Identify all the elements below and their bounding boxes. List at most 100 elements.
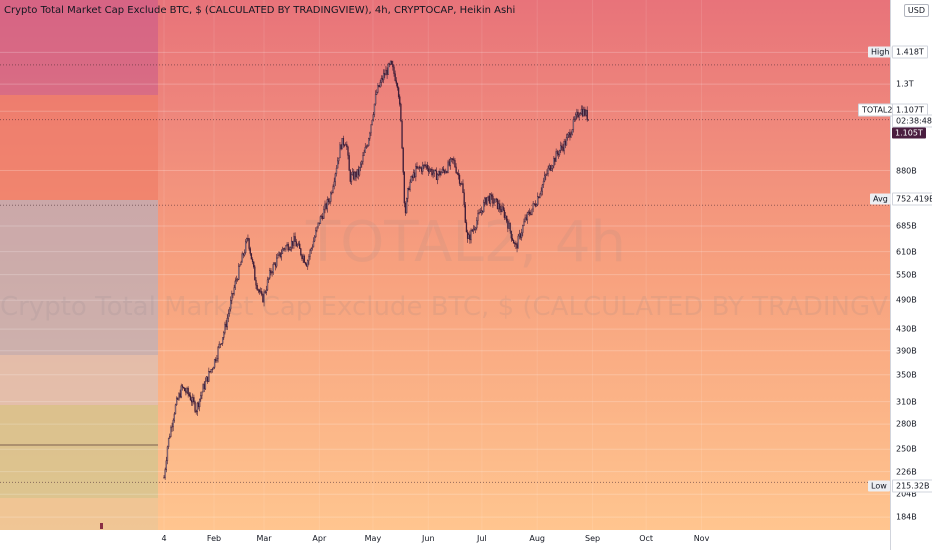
candle-body (216, 358, 218, 362)
candle-body (166, 446, 169, 461)
candle-body (312, 240, 315, 248)
candle-body (346, 144, 348, 148)
candle-body (211, 368, 213, 370)
chart-title: Crypto Total Market Cap Exclude BTC, $ (… (4, 5, 516, 16)
candle-body (450, 158, 453, 160)
candle-body (210, 369, 212, 373)
candle-body (567, 134, 569, 138)
candle-body (439, 170, 441, 176)
volume-profile-zones (0, 0, 158, 530)
candle-body (364, 147, 366, 153)
candle-body (587, 119, 590, 121)
candle-body (425, 164, 427, 167)
candle-body (208, 371, 210, 382)
candle-body (492, 195, 494, 204)
candle-body (432, 173, 434, 176)
candle-body (541, 184, 544, 192)
candle-body (355, 172, 357, 178)
candle-body (374, 94, 377, 105)
price-axis[interactable]: USD (890, 0, 932, 550)
candle-body (373, 103, 376, 115)
candle-body (231, 293, 233, 301)
avg-marker-label: Avg (870, 193, 891, 205)
y-tick-label: 685B (896, 221, 917, 231)
candle-body (456, 172, 458, 174)
candle-body (186, 387, 188, 393)
candle-body (194, 401, 196, 412)
candle-body (314, 236, 316, 242)
candle-body (498, 203, 500, 209)
candle-body (537, 196, 539, 205)
candle-body (585, 109, 587, 116)
profile-zone (0, 95, 158, 200)
candle-body (417, 166, 419, 169)
candle-body (257, 289, 259, 291)
candle-body (562, 147, 564, 151)
candle-body (318, 222, 320, 224)
profile-zone (0, 0, 158, 95)
candle-body (391, 60, 393, 65)
candle-body (293, 236, 295, 246)
candle-body (448, 161, 450, 166)
candle-body (207, 376, 209, 382)
candle-body (307, 260, 309, 267)
candle-body (557, 153, 560, 155)
candle-body (170, 427, 172, 437)
candle-body (479, 212, 481, 214)
candle-body (262, 294, 264, 303)
candle-body (553, 158, 555, 167)
candle-body (180, 385, 182, 398)
last-price-symbol: TOTAL2 (858, 103, 897, 117)
y-tick-label: 880B (896, 166, 917, 175)
time-axis[interactable] (0, 530, 890, 550)
candle-body (515, 242, 517, 245)
candle-body (254, 266, 256, 281)
y-tick-label: 184B (896, 512, 917, 522)
candle-body (322, 216, 324, 219)
candle-body (539, 193, 541, 199)
candle-body (274, 263, 277, 267)
candle-body (519, 233, 522, 238)
candle-body (349, 170, 351, 182)
candle-body (412, 172, 415, 179)
low-marker-label: Low (868, 480, 890, 492)
candle-body (485, 197, 487, 205)
candle-body (454, 160, 456, 168)
candle-body (250, 253, 253, 260)
y-tick-label: 310B (896, 397, 917, 407)
candle-body (339, 144, 341, 159)
candle-body (447, 161, 449, 173)
candle-body (489, 194, 492, 204)
x-tick-label: Feb (206, 534, 222, 543)
candle-body (365, 146, 368, 148)
candle-body (545, 174, 547, 176)
candle-body (552, 165, 554, 169)
candle-body (547, 167, 549, 174)
high-marker-label: High (868, 46, 893, 58)
candle-body (227, 313, 230, 319)
candle-body (568, 132, 570, 135)
candle-body (401, 120, 403, 149)
candle-body (233, 287, 235, 295)
candle-body (279, 252, 281, 258)
candle-body (380, 78, 382, 83)
candle-body (533, 203, 535, 205)
candle-body (327, 199, 330, 202)
candle-body (377, 85, 379, 93)
candle-body (223, 332, 225, 338)
candle-body (285, 245, 287, 250)
candle-body (230, 300, 232, 310)
candle-body (499, 203, 501, 210)
candle-body (471, 229, 473, 232)
candle-body (218, 343, 220, 348)
candle-body (517, 235, 519, 249)
candle-body (224, 323, 226, 333)
candle-body (503, 209, 506, 218)
candle-body (508, 222, 510, 229)
currency-badge[interactable]: USD (903, 4, 929, 17)
candle-body (353, 171, 355, 180)
candle-body (362, 155, 364, 162)
candle-body (424, 164, 426, 167)
candle-body (178, 393, 180, 400)
